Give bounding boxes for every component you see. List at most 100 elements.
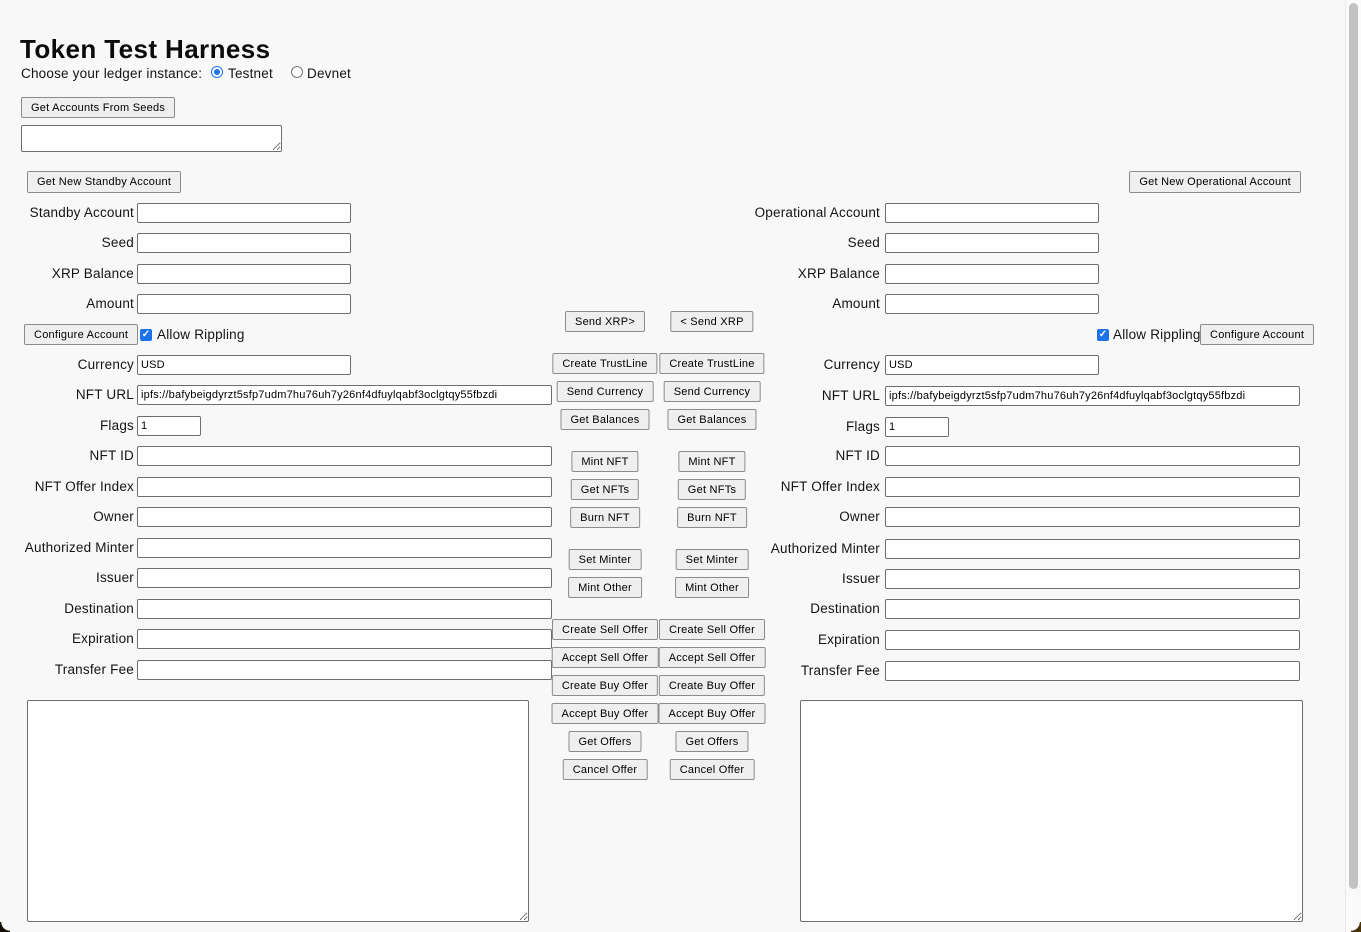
cancel-offer-standby-button[interactable]: Cancel Offer [562,759,648,780]
operational-configure-account-button[interactable]: Configure Account [1200,324,1315,345]
standby-expiration-input[interactable] [137,629,552,649]
get-new-standby-account-button[interactable]: Get New Standby Account [27,171,182,193]
get-balances-standby-button[interactable]: Get Balances [560,409,650,430]
get-new-operational-account-button[interactable]: Get New Operational Account [1129,171,1301,193]
accept-buy-offer-standby-button[interactable]: Accept Buy Offer [551,703,659,724]
operational-nft-offer-index-input[interactable] [885,477,1300,497]
create-trustline-standby-button[interactable]: Create TrustLine [552,353,658,374]
burn-nft-standby-button[interactable]: Burn NFT [570,507,640,528]
standby-destination-label: Destination [64,601,134,616]
standby-seed-input[interactable] [137,233,351,253]
operational-allow-rippling-label: Allow Rippling [1113,327,1201,342]
accept-sell-offer-operational-button[interactable]: Accept Sell Offer [658,647,766,668]
operational-account-input[interactable] [885,203,1099,223]
standby-currency-input[interactable] [137,355,351,375]
standby-authorized-minter-input[interactable] [137,538,552,558]
standby-nft-offer-index-label: NFT Offer Index [34,479,134,494]
send-currency-operational-button[interactable]: Send Currency [663,381,761,402]
testnet-radio[interactable] [211,66,223,78]
create-sell-offer-standby-button[interactable]: Create Sell Offer [552,619,658,640]
operational-transfer-fee-input[interactable] [885,661,1300,681]
operational-owner-label: Owner [839,509,880,524]
operational-authorized-minter-input[interactable] [885,539,1300,559]
operational-xrp-balance-input[interactable] [885,264,1099,284]
operational-currency-input[interactable] [885,355,1099,375]
accept-buy-offer-operational-button[interactable]: Accept Buy Offer [658,703,766,724]
standby-nft-id-input[interactable] [137,446,552,466]
create-buy-offer-operational-button[interactable]: Create Buy Offer [658,675,766,696]
standby-account-label: Standby Account [29,205,134,220]
standby-authorized-minter-label: Authorized Minter [24,540,134,555]
burn-nft-operational-button[interactable]: Burn NFT [677,507,747,528]
mint-other-operational-button[interactable]: Mint Other [675,577,749,598]
operational-owner-input[interactable] [885,507,1300,527]
standby-owner-input[interactable] [137,507,552,527]
send-xrp-to-operational-button[interactable]: Send XRP> [564,311,646,332]
accept-sell-offer-standby-button[interactable]: Accept Sell Offer [551,647,659,668]
operational-flags-label: Flags [845,419,880,434]
create-sell-offer-operational-button[interactable]: Create Sell Offer [659,619,765,640]
standby-account-input[interactable] [137,203,351,223]
standby-xrp-balance-input[interactable] [137,264,351,284]
operational-destination-input[interactable] [885,599,1300,619]
operational-nft-url-label: NFT URL [821,388,880,403]
operational-transfer-fee-label: Transfer Fee [800,663,880,678]
standby-allow-rippling-checkbox[interactable] [140,329,152,341]
standby-nft-offer-index-input[interactable] [137,477,552,497]
standby-nft-url-input[interactable] [137,385,552,405]
operational-nft-id-label: NFT ID [835,448,880,463]
operational-currency-label: Currency [823,357,880,372]
standby-transfer-fee-label: Transfer Fee [54,662,134,677]
operational-account-label: Operational Account [754,205,880,220]
send-xrp-to-standby-button[interactable]: < Send XRP [670,311,754,332]
cancel-offer-operational-button[interactable]: Cancel Offer [669,759,755,780]
mint-nft-standby-button[interactable]: Mint NFT [571,451,639,472]
mint-other-standby-button[interactable]: Mint Other [568,577,642,598]
standby-nft-url-label: NFT URL [75,387,134,402]
create-buy-offer-standby-button[interactable]: Create Buy Offer [551,675,659,696]
vertical-scrollbar[interactable] [1345,0,1361,932]
get-offers-operational-button[interactable]: Get Offers [675,731,749,752]
standby-flags-input[interactable] [137,416,201,436]
standby-transfer-fee-input[interactable] [137,660,552,680]
vertical-scrollbar-thumb[interactable] [1349,3,1358,889]
get-accounts-from-seeds-button[interactable]: Get Accounts From Seeds [21,97,176,118]
standby-flags-label: Flags [99,418,134,433]
operational-allow-rippling-checkbox[interactable] [1097,329,1109,341]
operational-issuer-input[interactable] [885,569,1300,589]
standby-issuer-input[interactable] [137,568,552,588]
get-nfts-standby-button[interactable]: Get NFTs [570,479,640,500]
standby-destination-input[interactable] [137,599,552,619]
operational-amount-label: Amount [832,296,880,311]
standby-issuer-label: Issuer [96,570,134,585]
set-minter-operational-button[interactable]: Set Minter [675,549,749,570]
standby-seed-label: Seed [101,235,134,250]
standby-results-textarea[interactable] [27,700,529,922]
operational-expiration-label: Expiration [817,632,880,647]
seeds-textarea[interactable] [21,125,282,152]
operational-issuer-label: Issuer [842,571,880,586]
get-balances-operational-button[interactable]: Get Balances [667,409,757,430]
devnet-radio[interactable] [291,66,303,78]
standby-xrp-balance-label: XRP Balance [51,266,134,281]
operational-nft-offer-index-label: NFT Offer Index [780,479,880,494]
ledger-instance-label: Choose your ledger instance: [21,66,203,81]
set-minter-standby-button[interactable]: Set Minter [568,549,642,570]
operational-nft-url-input[interactable] [885,386,1300,406]
operational-seed-input[interactable] [885,233,1099,253]
get-nfts-operational-button[interactable]: Get NFTs [677,479,747,500]
get-offers-standby-button[interactable]: Get Offers [568,731,642,752]
operational-flags-input[interactable] [885,417,949,437]
operational-amount-input[interactable] [885,294,1099,314]
operational-results-textarea[interactable] [800,700,1303,922]
mint-nft-operational-button[interactable]: Mint NFT [678,451,746,472]
create-trustline-operational-button[interactable]: Create TrustLine [659,353,765,374]
testnet-radio-label[interactable]: Testnet [228,66,273,81]
operational-nft-id-input[interactable] [885,446,1300,466]
operational-expiration-input[interactable] [885,630,1300,650]
standby-amount-input[interactable] [137,294,351,314]
standby-configure-account-button[interactable]: Configure Account [24,324,139,345]
devnet-radio-label[interactable]: Devnet [307,66,351,81]
send-currency-standby-button[interactable]: Send Currency [556,381,654,402]
